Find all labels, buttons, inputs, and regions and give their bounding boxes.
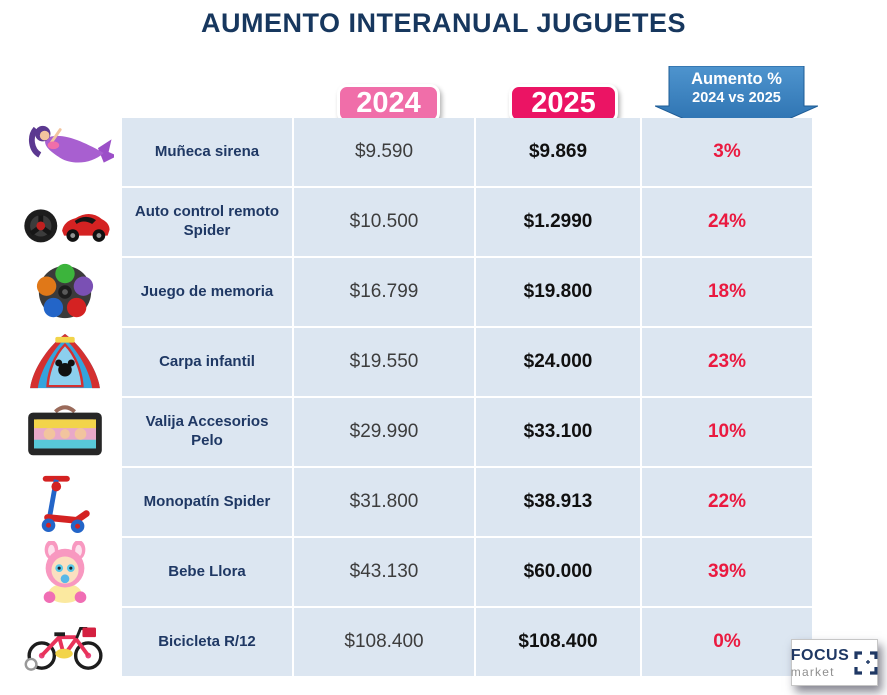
bicycle-icon (10, 608, 120, 676)
crying-baby-icon (10, 538, 120, 606)
product-name: Muñeca sirena (122, 118, 292, 186)
price-2025: $60.000 (476, 538, 640, 606)
increase-percent: 39% (642, 538, 812, 606)
price-2024: $16.799 (294, 258, 474, 326)
arrow-label-line2: 2024 vs 2025 (692, 90, 781, 106)
year-2024-badge: 2024 (337, 84, 440, 123)
price-2024: $43.130 (294, 538, 474, 606)
logo-wordmark: FOCUS market (790, 646, 850, 679)
scooter-icon (10, 468, 120, 536)
price-2024: $108.400 (294, 608, 474, 676)
price-2025: $38.913 (476, 468, 640, 536)
logo-focus-text: FOCUS (790, 646, 850, 664)
page-title: AUMENTO INTERANUAL JUGUETES (200, 8, 687, 38)
rc-car-icon (10, 188, 120, 256)
price-2024: $19.550 (294, 328, 474, 396)
memory-game-icon (10, 258, 120, 326)
price-2025: $33.100 (476, 398, 640, 466)
price-2024: $29.990 (294, 398, 474, 466)
focus-market-logo: FOCUS market (791, 639, 878, 686)
increase-percent: 18% (642, 258, 812, 326)
product-name: Bebe Llora (122, 538, 292, 606)
product-name: Carpa infantil (122, 328, 292, 396)
product-name: Auto control remoto Spider (122, 188, 292, 256)
price-2025: $24.000 (476, 328, 640, 396)
increase-percent: 22% (642, 468, 812, 536)
price-2025: $1.2990 (476, 188, 640, 256)
increase-percent: 23% (642, 328, 812, 396)
price-2024: $10.500 (294, 188, 474, 256)
logo-market-text: market (790, 664, 835, 679)
arrow-label-line1: Aumento % (691, 70, 782, 88)
price-2025: $19.800 (476, 258, 640, 326)
focus-brackets-icon (854, 650, 878, 675)
product-name: Monopatín Spider (122, 468, 292, 536)
toys-table: Muñeca sirena $9.590 $9.869 3% Auto control… (10, 118, 812, 676)
hair-case-icon (10, 398, 120, 466)
price-2025: $108.400 (476, 608, 640, 676)
price-2024: $9.590 (294, 118, 474, 186)
product-name: Bicicleta R/12 (122, 608, 292, 676)
price-2024: $31.800 (294, 468, 474, 536)
increase-percent: 24% (642, 188, 812, 256)
mermaid-doll-icon (10, 118, 120, 186)
product-name: Valija Accesorios Pelo (122, 398, 292, 466)
increase-percent: 10% (642, 398, 812, 466)
increase-percent: 3% (642, 118, 812, 186)
increase-percent: 0% (642, 608, 812, 676)
price-2025: $9.869 (476, 118, 640, 186)
product-name: Juego de memoria (122, 258, 292, 326)
kids-tent-icon (10, 328, 120, 396)
